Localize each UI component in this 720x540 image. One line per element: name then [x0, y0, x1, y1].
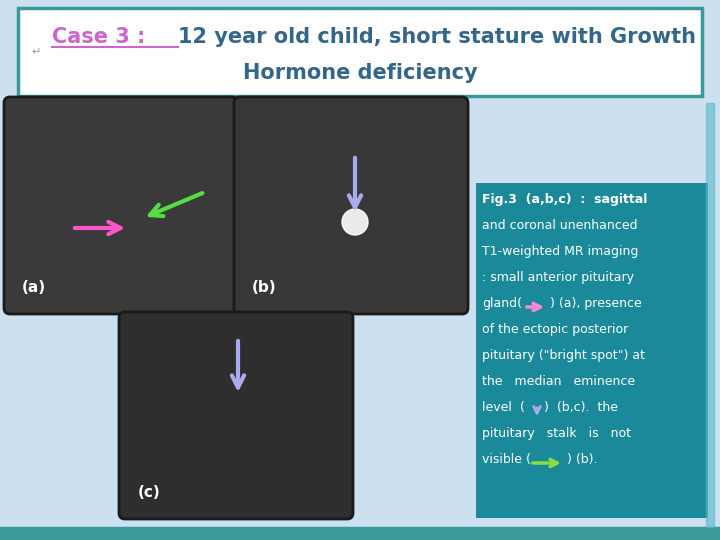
FancyBboxPatch shape [234, 97, 468, 314]
Text: the   median   eminence: the median eminence [482, 375, 635, 388]
FancyBboxPatch shape [119, 312, 353, 519]
FancyBboxPatch shape [18, 8, 702, 96]
Text: ) (a), presence: ) (a), presence [550, 297, 642, 310]
Text: ↵: ↵ [31, 47, 41, 57]
Text: gland(: gland( [482, 297, 522, 310]
Bar [706, 103, 714, 527]
Text: 12 year old child, short stature with Growth: 12 year old child, short stature with Gr… [178, 27, 696, 47]
Text: and coronal unenhanced: and coronal unenhanced [482, 219, 637, 232]
Text: T1-weighted MR imaging: T1-weighted MR imaging [482, 245, 639, 258]
Text: )  (b,c).  the: ) (b,c). the [544, 401, 618, 414]
Text: : small anterior pituitary: : small anterior pituitary [482, 271, 634, 284]
Text: Case 3 :: Case 3 : [52, 27, 153, 47]
Text: (b): (b) [252, 280, 276, 295]
Text: pituitary ("bright spot") at: pituitary ("bright spot") at [482, 349, 645, 362]
Text: (a): (a) [22, 280, 46, 295]
Text: Fig.3  (a,b,c)  :  sagittal: Fig.3 (a,b,c) : sagittal [482, 193, 647, 206]
FancyBboxPatch shape [476, 183, 708, 518]
Text: Hormone deficiency: Hormone deficiency [243, 63, 477, 83]
Text: level  (: level ( [482, 401, 525, 414]
Text: visible (: visible ( [482, 453, 531, 466]
Text: (c): (c) [138, 485, 161, 500]
Circle shape [342, 209, 368, 235]
FancyBboxPatch shape [4, 97, 238, 314]
Text: ) (b).: ) (b). [567, 453, 598, 466]
Text: pituitary   stalk   is   not: pituitary stalk is not [482, 427, 631, 440]
Text: of the ectopic posterior: of the ectopic posterior [482, 323, 629, 336]
Bar [0, 527, 720, 540]
